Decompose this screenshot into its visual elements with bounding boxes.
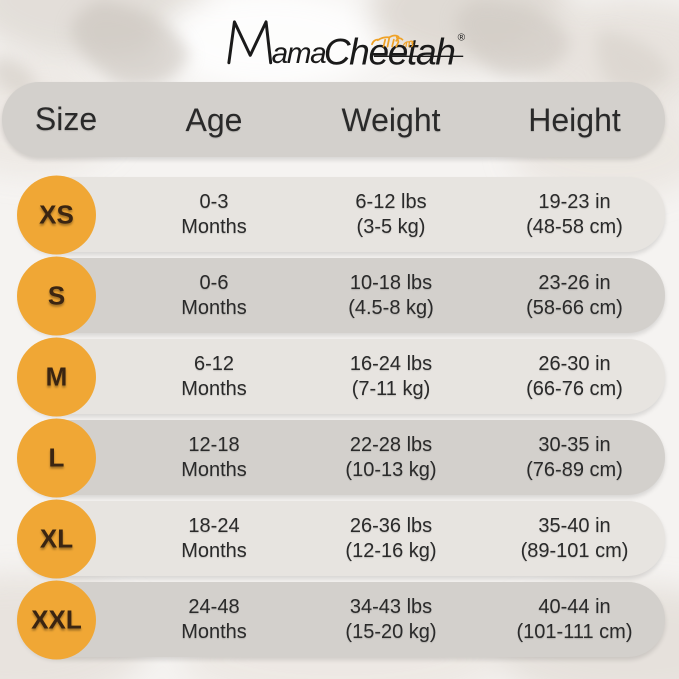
svg-text:®: ® <box>458 32 466 43</box>
svg-text:ama: ama <box>272 37 327 70</box>
